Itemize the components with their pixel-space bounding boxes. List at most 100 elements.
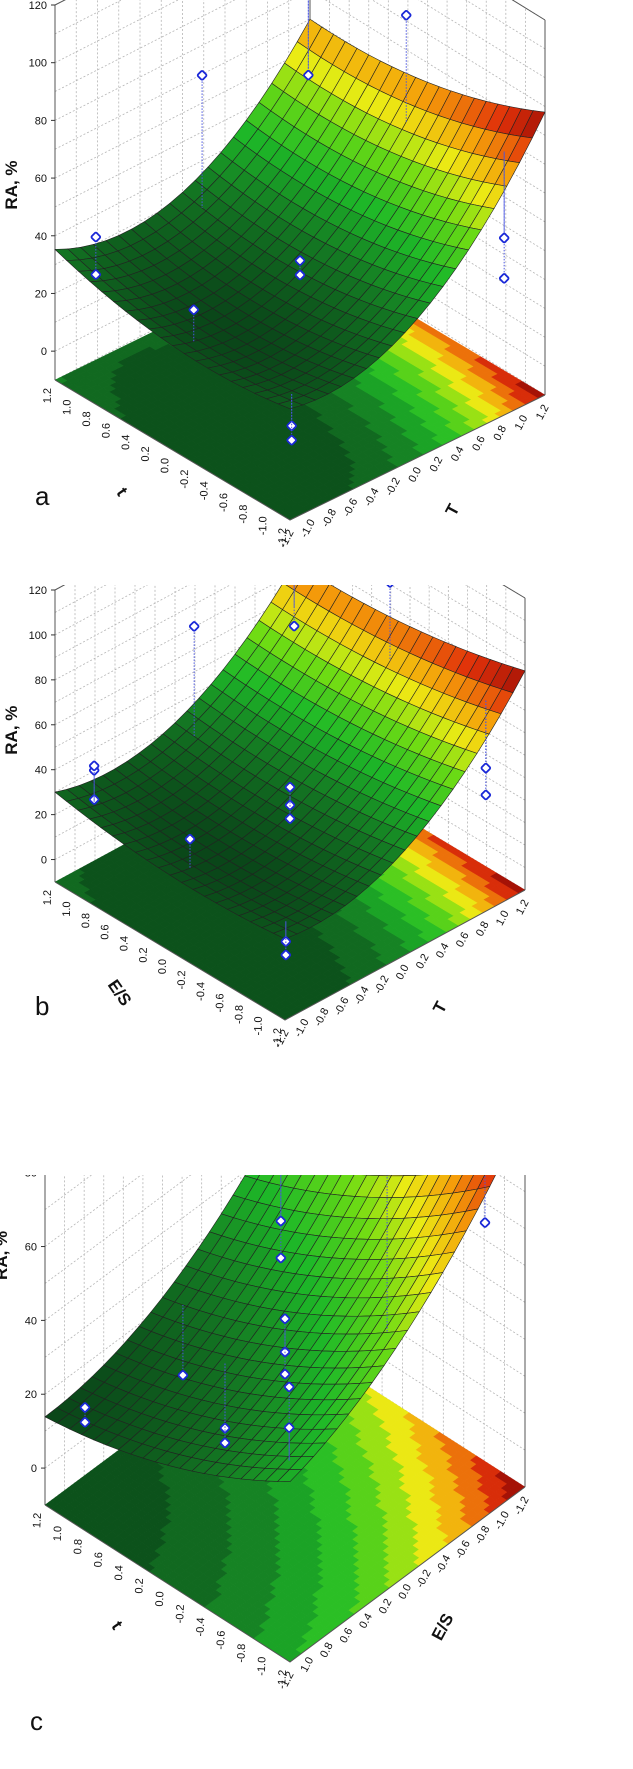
z-tick-label: 0: [41, 346, 47, 358]
z-tick-label: 0: [41, 855, 47, 867]
x-tick-label: -0.6: [332, 995, 352, 1017]
y-tick-label: -0.2: [179, 470, 191, 489]
x-tick-label: 1.2: [534, 403, 552, 422]
y-tick-label: 0.4: [120, 435, 132, 450]
panel-label: b: [35, 991, 49, 1021]
x-tick-label: 0.2: [428, 455, 446, 474]
z-tick-label: 120: [29, 585, 47, 597]
y-axis-title: E/S: [104, 976, 135, 1009]
data-point: [284, 781, 296, 793]
z-axis: 0 20 40 60 80 100 120: [29, 585, 55, 867]
data-point: [288, 620, 300, 632]
x-tick-label: -0.8: [312, 1006, 332, 1028]
y-tick-label: -0.6: [218, 493, 230, 512]
grid-line: [279, 1292, 526, 1451]
y-tick-label: 1.2: [42, 890, 54, 905]
z-tick-label: 40: [35, 765, 47, 777]
grid-line: [44, 1175, 241, 1321]
x-axis-title: T: [442, 500, 464, 519]
data-point: [188, 304, 199, 316]
x-tick-label: 0.6: [470, 434, 488, 453]
data-point: [498, 232, 510, 244]
z-tick-label: 20: [35, 288, 47, 300]
y-tick-label: 0.0: [157, 959, 169, 974]
grid-line: [54, 594, 296, 726]
y-axis: -1.2-1.0-0.8-0.6-0.4-0.20.00.20.40.60.81…: [42, 388, 289, 547]
grid-line: [44, 1175, 192, 1284]
y-axis: -1.2-1.0-0.8-0.6-0.4-0.20.00.20.40.60.81…: [42, 890, 284, 1047]
z-tick-label: 120: [29, 0, 47, 12]
grid-line: [294, 729, 526, 868]
x-tick-label: -0.4: [352, 984, 372, 1006]
grid-line: [427, 585, 526, 644]
response-surface: [54, 585, 526, 940]
y-tick-label: -0.2: [176, 970, 188, 989]
grid-line: [465, 585, 526, 621]
grid-line: [54, 585, 107, 613]
x-tick-label: 1.0: [494, 909, 512, 928]
z-tick-label: 40: [25, 1315, 37, 1327]
y-tick-label: -1.2: [277, 528, 289, 547]
y-tick-label: 0.6: [101, 423, 113, 438]
data-points: [90, 0, 510, 446]
x-tick-label: -0.4: [362, 486, 382, 508]
z-tick-label: 20: [25, 1389, 37, 1401]
surface-cell: [277, 400, 304, 410]
x-tick-label: 1.2: [514, 898, 532, 917]
y-tick-label: 0.8: [80, 913, 92, 928]
grid-line: [390, 585, 526, 666]
front-bottom-edge: [54, 881, 526, 1021]
front-bottom-edge: [54, 379, 546, 521]
grid-line: [440, 1175, 526, 1229]
data-points: [88, 585, 492, 961]
z-tick-label: 20: [35, 810, 47, 822]
data-point: [284, 813, 296, 824]
y-tick-label: 1.0: [61, 400, 73, 415]
data-point: [294, 269, 306, 281]
x-tick-label: -0.6: [341, 497, 361, 519]
grid-line: [54, 639, 296, 771]
z-axis-title: RA, %: [2, 160, 21, 209]
grid-line: [44, 1175, 142, 1247]
data-point: [286, 420, 297, 432]
x-axis-title: T: [429, 998, 451, 1017]
grid-line: [54, 585, 190, 658]
x-tick-label: 0.2: [414, 952, 432, 971]
data-point: [480, 789, 492, 801]
z-tick-label: 0: [31, 1463, 37, 1475]
y-tick-label: -1.0: [257, 516, 269, 535]
y-tick-label: 0.2: [138, 947, 150, 962]
z-tick-label: 80: [25, 1175, 37, 1180]
y-tick-label: -0.8: [238, 505, 250, 524]
y-tick-label: 0.0: [159, 458, 171, 473]
z-tick-label: 80: [35, 115, 47, 127]
x-tick-label: 0.6: [454, 930, 472, 949]
y-tick-label: 0.8: [81, 411, 93, 426]
y-tick-label: -0.6: [214, 993, 226, 1012]
z-tick-label: 100: [29, 58, 47, 70]
z-axis-title: RA, %: [0, 1231, 11, 1280]
y-tick-label: 0.6: [99, 924, 111, 939]
y-tick-label: -0.4: [198, 481, 210, 500]
x-tick-label: -0.2: [383, 476, 403, 498]
x-tick-label: 0.0: [406, 465, 424, 484]
z-tick-label: 80: [35, 675, 47, 687]
data-point: [188, 621, 200, 632]
y-tick-label: 1.2: [42, 388, 54, 403]
data-point: [90, 231, 102, 243]
y-tick-label: -1.2: [272, 1028, 284, 1047]
x-tick-label: 1.0: [513, 413, 531, 432]
x-tick-label: -1.0: [292, 1017, 312, 1039]
data-point: [184, 833, 196, 845]
data-point: [498, 273, 510, 284]
z-tick-label: 100: [29, 630, 47, 642]
z-tick-label: 60: [35, 720, 47, 732]
y-tick-label: 1.0: [61, 901, 73, 916]
top-edge: [54, 0, 546, 21]
grid-line: [54, 616, 296, 748]
z-tick-label: 60: [25, 1242, 37, 1254]
